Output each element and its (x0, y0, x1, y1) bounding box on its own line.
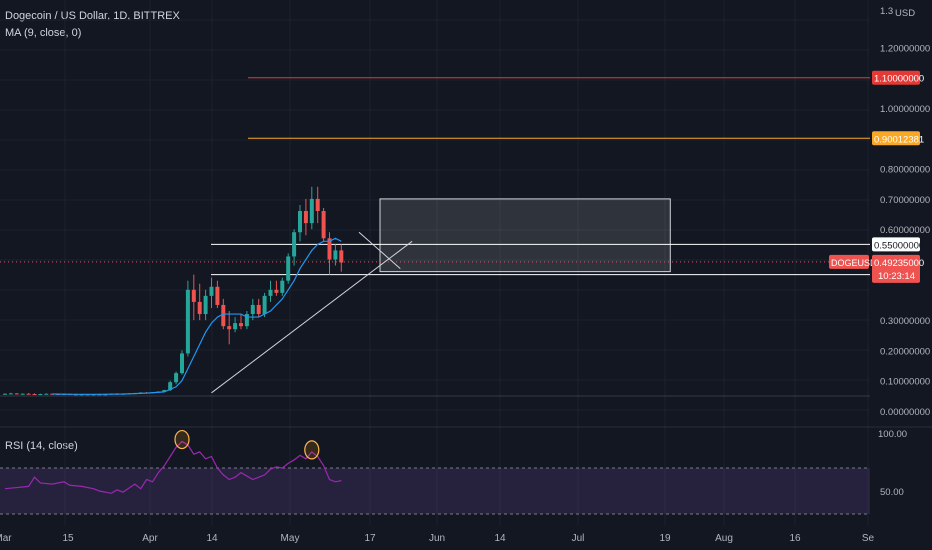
y-top-label: 1.3 (880, 6, 893, 17)
candle-body (20, 393, 25, 395)
x-tick-label: Jun (429, 533, 445, 544)
candle-body (309, 198, 314, 224)
price-level-tag (872, 237, 920, 252)
price-levels[interactable]: 1.100000000.900123810.550000000.45000000… (0, 70, 924, 283)
grid (0, 0, 932, 525)
candle-body (244, 314, 249, 327)
x-tick-label: 15 (62, 533, 74, 544)
projection-box[interactable] (379, 198, 671, 273)
price-level-label: 0.55000000 (874, 240, 924, 251)
candle-body (209, 286, 214, 296)
candle-body (174, 373, 179, 383)
candle-body (162, 390, 167, 392)
candle-body (26, 393, 31, 395)
last-price-label: 0.49235000 (874, 258, 924, 269)
chart-title: Dogecoin / US Dollar, 1D, BITTREX (5, 10, 180, 22)
candle-body (233, 323, 238, 330)
candle-body (333, 250, 338, 260)
symbol-label: DOGEUSD (831, 258, 877, 268)
candle-body (268, 289, 273, 296)
trendline (358, 231, 401, 269)
candle-body (185, 289, 190, 354)
y-tick-label: 0.60000000 (880, 225, 930, 236)
rsi-tick-label: 100.00 (878, 429, 907, 440)
candle-body (250, 304, 255, 315)
y-tick-label: 0.30000000 (880, 316, 930, 327)
y-tick-label: 0.80000000 (880, 165, 930, 176)
candle-body (339, 250, 344, 263)
symbol-tag (829, 254, 869, 269)
x-tick-label: 14 (206, 533, 218, 544)
candle-body (180, 353, 184, 374)
x-tick-label: Mar (0, 533, 12, 544)
candle-body (256, 304, 261, 315)
candle-body (227, 326, 232, 330)
x-tick-label: 16 (789, 533, 801, 544)
candle-body (280, 280, 285, 293)
y-tick-label: 0.00000000 (880, 407, 930, 418)
candle-body (215, 286, 220, 305)
projection-rect (379, 198, 671, 273)
rsi-indicator-label[interactable]: RSI (14, close) (5, 440, 78, 452)
y-tick-label: 1.20000000 (880, 43, 930, 54)
candle-body (239, 323, 243, 327)
rsi-tick-label: 50.00 (880, 487, 904, 498)
x-tick-label: 14 (494, 533, 506, 544)
candlestick-series (3, 186, 344, 396)
x-tick-label: 17 (364, 533, 376, 544)
candle-body (3, 393, 7, 395)
axes: 1.20000000 1.00000000 0.80000000 0.70000000… (0, 6, 930, 544)
y-tick-label: 0.20000000 (880, 346, 930, 357)
x-tick-label: Apr (142, 533, 158, 544)
x-tick-label: May (281, 533, 300, 544)
candle-body (8, 393, 13, 395)
candle-body (315, 198, 320, 212)
ma-line (52, 237, 342, 395)
currency-label: USD (895, 8, 915, 19)
candle-body (38, 394, 43, 396)
candle-body (292, 232, 297, 257)
ma-indicator-label[interactable]: MA (9, close, 0) (5, 27, 82, 39)
price-level-tag (872, 70, 920, 85)
candle-body (32, 394, 37, 396)
candle-body (274, 289, 279, 293)
price-level-label: 1.10000000 (874, 74, 924, 85)
y-tick-label: 0.10000000 (880, 377, 930, 388)
candle-body (203, 295, 208, 315)
y-tick-label: 1.00000000 (880, 104, 930, 115)
trendline (211, 240, 413, 394)
candle-body (262, 295, 267, 315)
countdown-label: 10:23:14 (878, 271, 915, 282)
trendlines[interactable] (211, 231, 413, 394)
candle-body (191, 289, 196, 302)
y-tick-label: 0.70000000 (880, 195, 930, 206)
candle-body (221, 304, 226, 327)
candle-body (321, 211, 326, 239)
candle-body (298, 211, 302, 233)
candle-body (14, 393, 19, 395)
candle-body (327, 238, 332, 260)
candle-body (286, 256, 291, 281)
rsi-highlight-circle (174, 429, 190, 450)
candle-body (44, 393, 49, 395)
rsi-pane (0, 429, 870, 515)
x-tick-label: Se (862, 533, 875, 544)
x-tick-label: Aug (715, 533, 733, 544)
rsi-band (0, 468, 870, 514)
rsi-highlight-circle (304, 440, 320, 460)
last-price-tag (872, 254, 920, 283)
ma-polyline (52, 237, 342, 395)
x-tick-label: 19 (659, 533, 671, 544)
candle-body (197, 301, 202, 315)
x-tick-label: Jul (572, 533, 585, 544)
price-level-label: 0.90012381 (874, 134, 924, 145)
candle-body (303, 211, 308, 224)
price-level-tag (872, 131, 920, 146)
candle-body (168, 382, 173, 391)
rsi-polyline (4, 440, 342, 494)
